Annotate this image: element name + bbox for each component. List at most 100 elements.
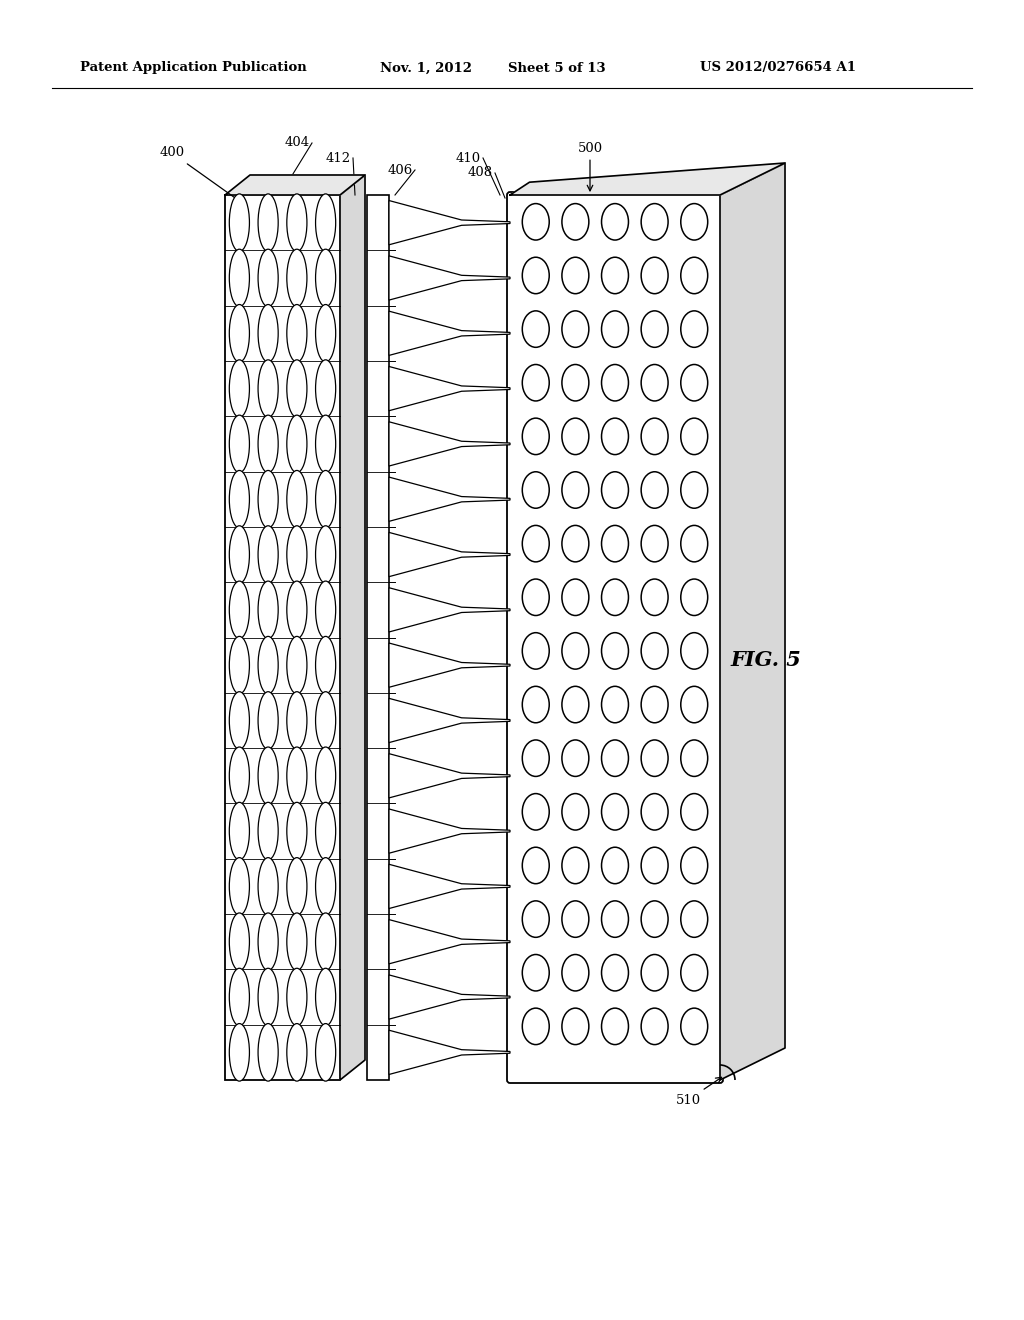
Polygon shape: [389, 367, 510, 411]
Ellipse shape: [522, 847, 549, 883]
Ellipse shape: [287, 416, 307, 473]
Ellipse shape: [229, 636, 250, 694]
Bar: [225, 195, 340, 1080]
Text: 412: 412: [326, 152, 350, 165]
Bar: [367, 195, 389, 1080]
Ellipse shape: [562, 364, 589, 401]
Ellipse shape: [681, 203, 708, 240]
Ellipse shape: [601, 793, 629, 830]
Ellipse shape: [315, 470, 336, 528]
Ellipse shape: [258, 416, 279, 473]
Ellipse shape: [287, 470, 307, 528]
Ellipse shape: [287, 305, 307, 362]
Ellipse shape: [562, 632, 589, 669]
Ellipse shape: [315, 416, 336, 473]
Ellipse shape: [287, 525, 307, 583]
Polygon shape: [389, 975, 510, 1019]
Polygon shape: [389, 312, 510, 355]
Ellipse shape: [601, 310, 629, 347]
Ellipse shape: [601, 257, 629, 293]
Ellipse shape: [522, 525, 549, 562]
Ellipse shape: [258, 470, 279, 528]
Text: 404: 404: [285, 136, 309, 149]
Ellipse shape: [641, 954, 668, 991]
Ellipse shape: [522, 686, 549, 723]
Ellipse shape: [522, 418, 549, 454]
Ellipse shape: [229, 525, 250, 583]
Text: Patent Application Publication: Patent Application Publication: [80, 62, 307, 74]
Ellipse shape: [287, 747, 307, 805]
Ellipse shape: [315, 692, 336, 750]
Ellipse shape: [601, 954, 629, 991]
Ellipse shape: [601, 364, 629, 401]
Ellipse shape: [522, 310, 549, 347]
Ellipse shape: [562, 203, 589, 240]
Ellipse shape: [562, 900, 589, 937]
Ellipse shape: [601, 741, 629, 776]
Text: 406: 406: [387, 164, 413, 177]
Ellipse shape: [258, 636, 279, 694]
Ellipse shape: [641, 364, 668, 401]
Ellipse shape: [641, 310, 668, 347]
Ellipse shape: [287, 194, 307, 251]
Ellipse shape: [641, 900, 668, 937]
Text: Nov. 1, 2012: Nov. 1, 2012: [380, 62, 472, 74]
Ellipse shape: [641, 418, 668, 454]
Polygon shape: [389, 422, 510, 466]
Ellipse shape: [522, 471, 549, 508]
Text: Sheet 5 of 13: Sheet 5 of 13: [508, 62, 605, 74]
Ellipse shape: [315, 581, 336, 639]
Ellipse shape: [641, 793, 668, 830]
Ellipse shape: [601, 1008, 629, 1044]
Text: 400: 400: [160, 147, 242, 202]
Ellipse shape: [315, 858, 336, 915]
Ellipse shape: [258, 969, 279, 1026]
Ellipse shape: [229, 194, 250, 251]
Ellipse shape: [287, 1023, 307, 1081]
Ellipse shape: [258, 747, 279, 805]
Ellipse shape: [287, 858, 307, 915]
Ellipse shape: [641, 847, 668, 883]
Ellipse shape: [601, 632, 629, 669]
Ellipse shape: [287, 249, 307, 306]
Ellipse shape: [681, 741, 708, 776]
Ellipse shape: [522, 1008, 549, 1044]
Ellipse shape: [315, 249, 336, 306]
Polygon shape: [389, 865, 510, 908]
Ellipse shape: [522, 364, 549, 401]
Ellipse shape: [641, 1008, 668, 1044]
Text: 500: 500: [578, 141, 602, 191]
Ellipse shape: [641, 203, 668, 240]
Ellipse shape: [562, 686, 589, 723]
Ellipse shape: [562, 471, 589, 508]
Ellipse shape: [641, 257, 668, 293]
Ellipse shape: [562, 418, 589, 454]
Ellipse shape: [229, 913, 250, 970]
Ellipse shape: [315, 194, 336, 251]
Polygon shape: [389, 256, 510, 300]
Ellipse shape: [287, 913, 307, 970]
Ellipse shape: [229, 470, 250, 528]
Ellipse shape: [522, 954, 549, 991]
Polygon shape: [389, 754, 510, 797]
Ellipse shape: [641, 579, 668, 615]
Polygon shape: [389, 201, 510, 244]
Ellipse shape: [601, 203, 629, 240]
Ellipse shape: [681, 471, 708, 508]
Ellipse shape: [229, 1023, 250, 1081]
Ellipse shape: [562, 525, 589, 562]
Ellipse shape: [522, 203, 549, 240]
Ellipse shape: [601, 471, 629, 508]
Ellipse shape: [601, 525, 629, 562]
Ellipse shape: [562, 579, 589, 615]
Ellipse shape: [258, 692, 279, 750]
Ellipse shape: [258, 525, 279, 583]
Ellipse shape: [315, 360, 336, 417]
Ellipse shape: [258, 858, 279, 915]
Ellipse shape: [522, 741, 549, 776]
Ellipse shape: [258, 360, 279, 417]
Polygon shape: [389, 809, 510, 853]
Ellipse shape: [601, 686, 629, 723]
Ellipse shape: [522, 632, 549, 669]
Ellipse shape: [681, 793, 708, 830]
